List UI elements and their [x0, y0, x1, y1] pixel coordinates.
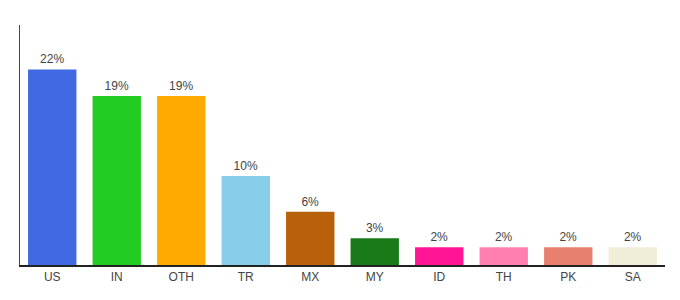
svg-text:19%: 19% — [169, 79, 193, 93]
svg-text:OTH: OTH — [169, 270, 194, 284]
svg-text:TR: TR — [238, 270, 254, 284]
svg-text:MY: MY — [366, 270, 384, 284]
svg-text:10%: 10% — [234, 159, 258, 173]
svg-text:3%: 3% — [366, 221, 384, 235]
svg-text:6%: 6% — [301, 195, 319, 209]
svg-text:MX: MX — [301, 270, 319, 284]
svg-text:US: US — [44, 270, 61, 284]
svg-text:22%: 22% — [40, 52, 64, 66]
svg-text:19%: 19% — [105, 79, 129, 93]
svg-text:PK: PK — [560, 270, 576, 284]
svg-text:IN: IN — [111, 270, 123, 284]
svg-text:2%: 2% — [495, 230, 513, 244]
svg-text:2%: 2% — [430, 230, 448, 244]
svg-text:TH: TH — [496, 270, 512, 284]
svg-text:2%: 2% — [624, 230, 642, 244]
svg-text:2%: 2% — [559, 230, 577, 244]
svg-text:ID: ID — [433, 270, 445, 284]
svg-text:SA: SA — [625, 270, 641, 284]
